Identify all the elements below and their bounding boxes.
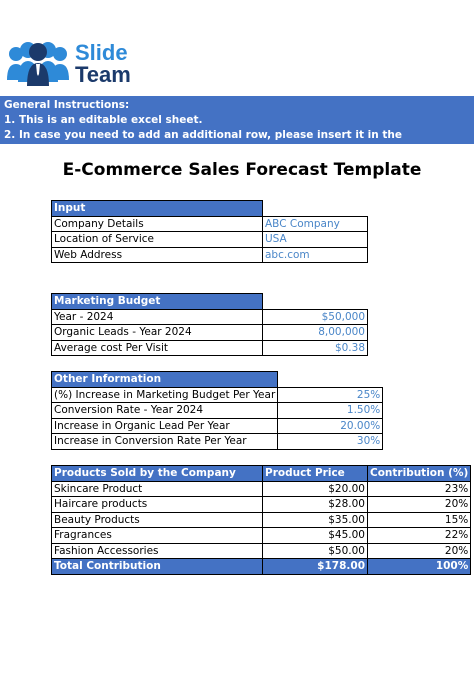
row-label: Year - 2024	[51, 308, 263, 325]
instructions-heading: General Instructions:	[4, 99, 130, 111]
other-header: Other Information	[50, 371, 279, 388]
cost-per-visit-cell[interactable]: $0.38	[262, 339, 368, 356]
page-title: E-Commerce Sales Forecast Template	[62, 160, 422, 180]
table-row: Fashion Accessories $50.00 20%	[51, 542, 472, 559]
table-row: Conversion Rate - Year 2024 1.50%	[50, 402, 384, 419]
product-price-cell[interactable]: $50.00	[262, 542, 368, 559]
table-row: Increase in Organic Lead Per Year 20.00%	[50, 417, 384, 434]
table-row: Skincare Product $20.00 23%	[51, 480, 472, 497]
company-details-cell[interactable]: ABC Company	[262, 215, 368, 232]
table-row: Company Details ABC Company	[51, 215, 368, 232]
row-label: Location of Service	[51, 231, 263, 248]
row-label: Increase in Organic Lead Per Year	[50, 417, 279, 434]
row-label: Web Address	[51, 246, 263, 263]
organic-leads-cell[interactable]: 8,00,000	[262, 324, 368, 341]
location-cell[interactable]: USA	[262, 231, 368, 248]
total-contribution-cell[interactable]: 100%	[366, 558, 472, 575]
general-instructions-banner: General Instructions: 1. This is an edit…	[0, 96, 474, 156]
table-row: Haircare products $28.00 20%	[51, 496, 472, 513]
table-row: (%) Increase in Marketing Budget Per Yea…	[50, 386, 384, 403]
instruction-line-2: 2. In case you need to add an additional…	[4, 129, 402, 156]
product-contribution-cell[interactable]: 20%	[366, 496, 472, 513]
row-label: Increase in Conversion Rate Per Year	[50, 433, 279, 450]
people-logo-icon	[7, 42, 69, 86]
web-address-cell[interactable]: abc.com	[262, 246, 368, 263]
input-header-row: Input	[51, 200, 368, 217]
table-row: Web Address abc.com	[51, 246, 368, 263]
column-header-contribution: Contribution (%)	[366, 465, 472, 482]
row-label: Company Details	[51, 215, 263, 232]
product-price-cell[interactable]: $20.00	[262, 480, 368, 497]
row-label: Average cost Per Visit	[51, 339, 263, 356]
product-name-cell[interactable]: Haircare products	[51, 496, 263, 513]
input-table: Input Company Details ABC Company Locati…	[51, 200, 368, 263]
table-row: Organic Leads - Year 2024 8,00,000	[51, 324, 368, 341]
conversion-increase-cell[interactable]: 30%	[277, 433, 384, 450]
product-name-cell[interactable]: Fashion Accessories	[51, 542, 263, 559]
table-row: Fragrances $45.00 22%	[51, 527, 472, 544]
input-header: Input	[51, 200, 263, 217]
table-row: Increase in Conversion Rate Per Year 30%	[50, 433, 384, 450]
product-name-cell[interactable]: Skincare Product	[51, 480, 263, 497]
product-price-cell[interactable]: $45.00	[262, 527, 368, 544]
logo-word-slide: Slide	[75, 40, 128, 65]
table-row: Average cost Per Visit $0.38	[51, 339, 368, 356]
table-row: Location of Service USA	[51, 231, 368, 248]
total-row: Total Contribution $178.00 100%	[51, 558, 472, 575]
column-header-price: Product Price	[262, 465, 368, 482]
budget-2024-cell[interactable]: $50,000	[262, 308, 368, 325]
product-name-cell[interactable]: Beauty Products	[51, 511, 263, 528]
organic-lead-increase-cell[interactable]: 20.00%	[277, 417, 384, 434]
table-row: Beauty Products $35.00 15%	[51, 511, 472, 528]
row-label: (%) Increase in Marketing Budget Per Yea…	[50, 386, 279, 403]
marketing-header: Marketing Budget	[51, 293, 263, 310]
row-label: Conversion Rate - Year 2024	[50, 402, 279, 419]
budget-increase-cell[interactable]: 25%	[277, 386, 384, 403]
marketing-header-row: Marketing Budget	[51, 293, 368, 310]
product-price-cell[interactable]: $35.00	[262, 511, 368, 528]
conversion-rate-cell[interactable]: 1.50%	[277, 402, 384, 419]
instruction-line-1: 1. This is an editable excel sheet.	[4, 114, 203, 126]
marketing-budget-table: Marketing Budget Year - 2024 $50,000 Org…	[51, 293, 368, 356]
product-contribution-cell[interactable]: 23%	[366, 480, 472, 497]
total-price-cell[interactable]: $178.00	[262, 558, 368, 575]
product-contribution-cell[interactable]: 20%	[366, 542, 472, 559]
product-contribution-cell[interactable]: 22%	[366, 527, 472, 544]
product-name-cell[interactable]: Fragrances	[51, 527, 263, 544]
other-information-table: Other Information (%) Increase in Market…	[50, 371, 384, 450]
row-label: Organic Leads - Year 2024	[51, 324, 263, 341]
product-contribution-cell[interactable]: 15%	[366, 511, 472, 528]
table-row: Year - 2024 $50,000	[51, 308, 368, 325]
products-header-row: Products Sold by the Company Product Pri…	[51, 465, 472, 482]
column-header-products: Products Sold by the Company	[51, 465, 263, 482]
slideteam-logo: Slide Team	[6, 38, 156, 90]
products-table: Products Sold by the Company Product Pri…	[51, 465, 472, 575]
product-price-cell[interactable]: $28.00	[262, 496, 368, 513]
total-label: Total Contribution	[51, 558, 263, 575]
other-header-row: Other Information	[50, 371, 383, 388]
logo-word-team: Team	[75, 62, 131, 87]
